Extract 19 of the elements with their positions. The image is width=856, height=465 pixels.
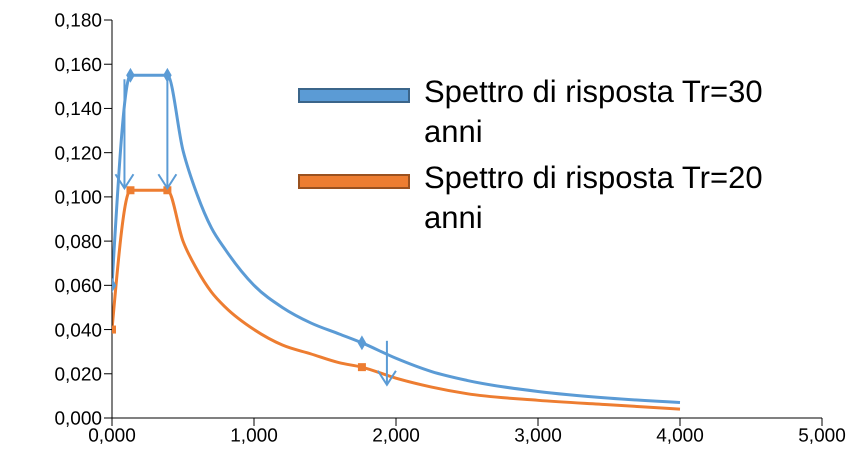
- y-tick-label: 0,140: [54, 99, 102, 120]
- y-tick-label: 0,100: [54, 188, 102, 209]
- x-tick-label: 2,000: [372, 425, 420, 446]
- y-tick-label: 0,040: [54, 320, 102, 342]
- x-tick-label: 3,000: [514, 425, 562, 446]
- y-tick-label: 0,180: [54, 10, 102, 32]
- x-tick-label: 5,000: [798, 425, 846, 446]
- legend-label: Spettro di risposta Tr=20 anni: [424, 159, 764, 237]
- y-tick-label: 0,120: [54, 143, 102, 164]
- point: [126, 186, 134, 194]
- y-tick-label: 0,080: [54, 232, 102, 253]
- y-tick-label: 0,060: [54, 276, 102, 298]
- x-tick-label: 4,000: [656, 425, 704, 446]
- point: [358, 363, 366, 372]
- x-tick-label: 1,000: [230, 425, 278, 446]
- y-tick-label: 0,020: [54, 364, 102, 386]
- y-tick-label: 0,160: [54, 54, 102, 76]
- legend-label: Spettro di risposta Tr=30 anni: [424, 73, 764, 151]
- x-tick-label: 0,000: [88, 425, 136, 446]
